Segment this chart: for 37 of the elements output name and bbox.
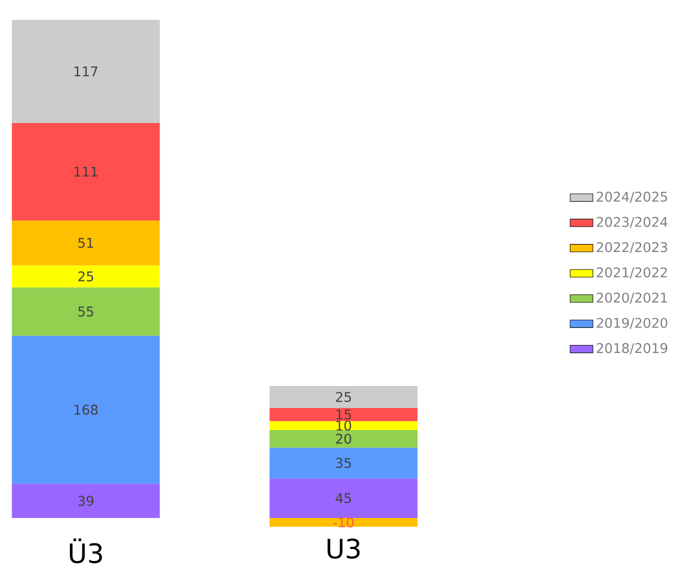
data-label: 117 xyxy=(74,66,98,76)
bar xyxy=(12,220,160,266)
legend-label: 2022/2023 xyxy=(596,242,668,254)
data-label: 35 xyxy=(336,458,351,468)
legend-label: 2019/2020 xyxy=(596,318,668,329)
bar xyxy=(270,386,418,408)
bar xyxy=(12,20,160,123)
data-label: 51 xyxy=(78,238,94,248)
bar xyxy=(270,518,418,527)
legend-label: 2018/2019 xyxy=(596,343,668,354)
bar xyxy=(12,484,160,518)
data-label: 20 xyxy=(336,434,352,444)
data-label: 45 xyxy=(336,493,351,504)
bar xyxy=(270,478,418,518)
bar xyxy=(12,336,160,484)
data-label: 55 xyxy=(78,306,94,317)
data-label: 39 xyxy=(78,496,94,506)
x-tick-label: Ü3 xyxy=(70,538,102,564)
bar xyxy=(270,430,418,448)
bar xyxy=(270,448,418,478)
x-tick-label: U3 xyxy=(328,538,360,559)
bar xyxy=(12,265,160,288)
data-label: 168 xyxy=(74,404,98,415)
bar xyxy=(12,122,160,221)
bar xyxy=(270,408,418,422)
data-label: -10 xyxy=(333,517,354,528)
bar xyxy=(270,421,418,430)
data-label: 111 xyxy=(74,166,98,177)
legend-label: 2021/2022 xyxy=(596,267,667,279)
data-label: 25 xyxy=(78,271,94,282)
legend-label: 2024/2025 xyxy=(596,192,667,203)
legend-label: 2020/2021 xyxy=(596,292,667,304)
legend-label: 2023/2024 xyxy=(596,216,668,228)
data-label: 10 xyxy=(336,420,352,431)
data-label: 25 xyxy=(336,392,351,402)
bar xyxy=(12,287,160,336)
data-label: 15 xyxy=(336,410,351,420)
